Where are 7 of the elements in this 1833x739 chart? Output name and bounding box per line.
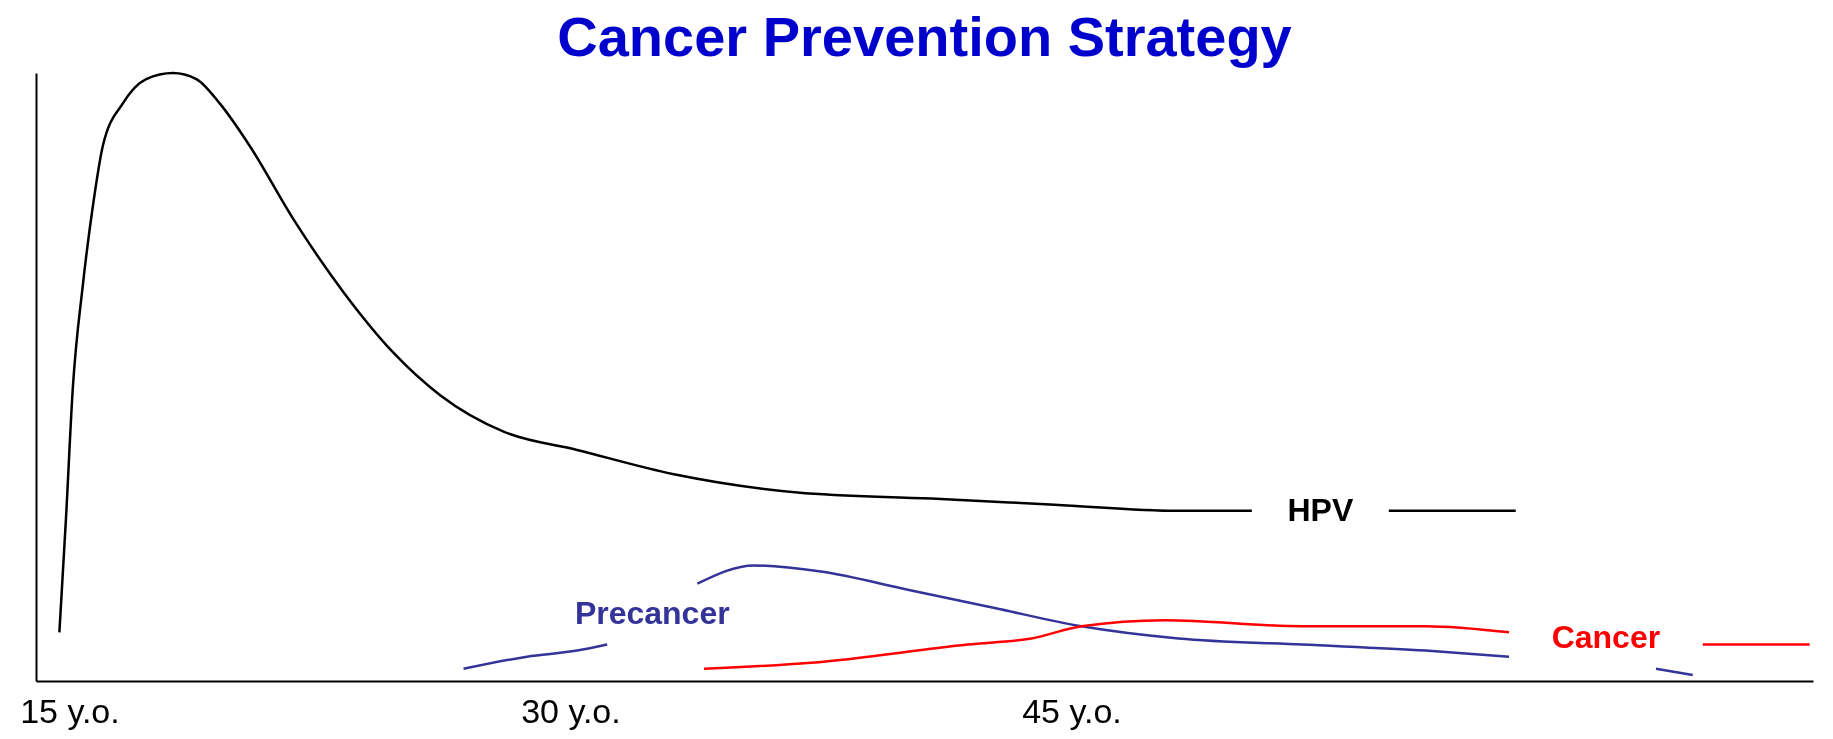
series-label: Cancer [1551,619,1661,656]
x-tick-label: 15 y.o. [20,691,120,730]
chart-title: Cancer Prevention Strategy [557,4,1292,68]
x-tick-label: 30 y.o. [521,691,621,730]
series-label: Precancer [574,595,730,632]
x-tick-label: 45 y.o. [1022,691,1122,730]
series-label: HPV [1287,491,1354,528]
